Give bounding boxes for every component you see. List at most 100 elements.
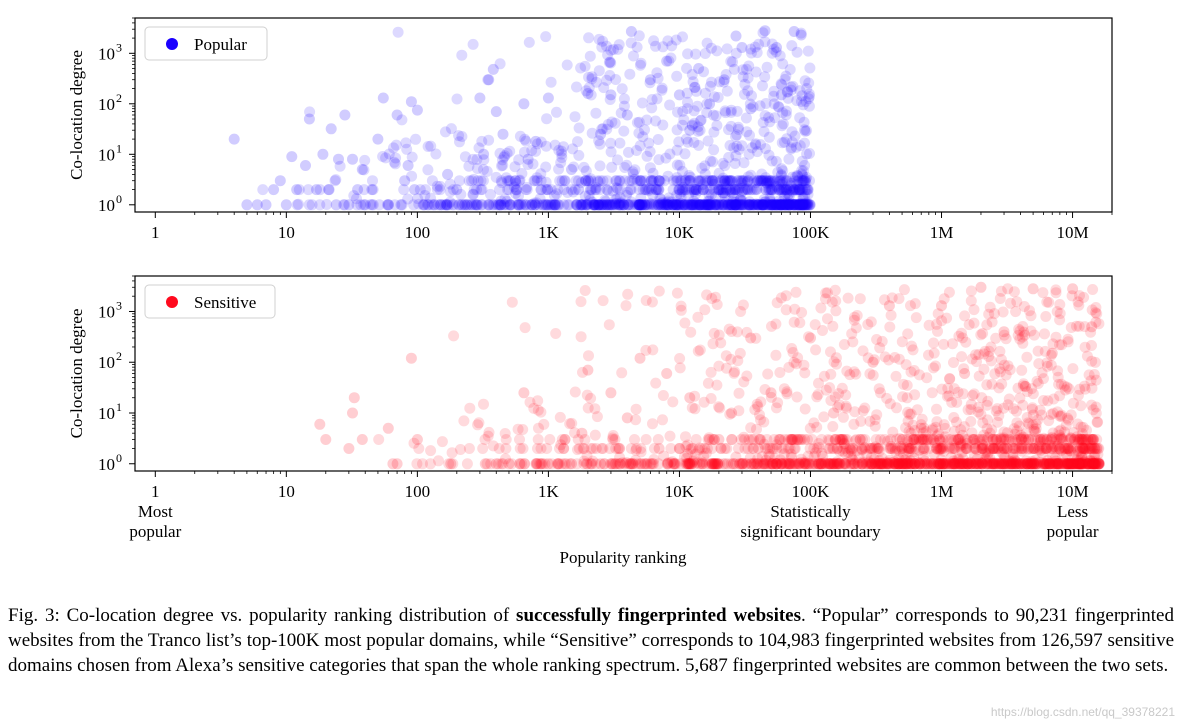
point [725, 184, 737, 196]
point [662, 199, 674, 211]
point [671, 199, 683, 211]
point [727, 199, 739, 211]
point [732, 199, 744, 211]
point [601, 123, 613, 135]
point [728, 192, 740, 204]
point [780, 70, 792, 82]
point [571, 81, 582, 93]
point [540, 31, 552, 43]
point [675, 175, 687, 187]
point [569, 184, 581, 196]
point [558, 184, 570, 196]
point [476, 135, 488, 147]
point [431, 184, 443, 196]
point [408, 199, 420, 211]
point [708, 91, 720, 103]
point [802, 198, 814, 210]
point [795, 199, 807, 211]
point [511, 199, 523, 211]
x-tick-label: 100K [792, 482, 831, 501]
point [455, 188, 467, 200]
point [755, 175, 767, 187]
point [498, 151, 510, 163]
point [967, 434, 979, 445]
point [577, 199, 589, 211]
point [683, 184, 695, 196]
point [729, 199, 741, 211]
point [678, 199, 690, 211]
point [640, 184, 652, 196]
point [692, 199, 704, 211]
point [696, 443, 708, 454]
point [792, 184, 804, 196]
point [585, 392, 597, 404]
point [727, 56, 738, 68]
point [688, 199, 700, 211]
point [865, 316, 877, 328]
point [786, 171, 798, 183]
point [561, 59, 573, 71]
point [586, 73, 598, 85]
point [766, 199, 778, 211]
point [777, 165, 789, 177]
point [610, 193, 622, 205]
point [691, 199, 703, 211]
point [670, 34, 682, 46]
point [303, 199, 315, 211]
point [688, 105, 700, 117]
point [677, 31, 688, 43]
data-point [314, 418, 326, 430]
point [738, 199, 750, 211]
point [586, 184, 598, 196]
point [710, 199, 722, 211]
point [667, 184, 679, 196]
point [624, 199, 636, 211]
point [569, 386, 581, 398]
data-point [409, 184, 420, 196]
point [780, 199, 792, 211]
point [771, 199, 783, 211]
point [708, 178, 720, 190]
point [1025, 310, 1037, 322]
point [761, 175, 773, 187]
point [799, 458, 811, 470]
point [788, 199, 800, 211]
point [601, 74, 613, 86]
y-axis-label: Co-location degree [67, 50, 86, 180]
data-point [988, 443, 1000, 454]
point [665, 52, 677, 64]
point [744, 199, 756, 211]
point [661, 197, 673, 208]
point [735, 199, 747, 211]
point [417, 199, 429, 211]
point [690, 184, 702, 196]
point [723, 124, 734, 136]
point [613, 199, 625, 211]
point [794, 199, 805, 211]
data-point [667, 458, 679, 470]
point [782, 199, 794, 211]
point [884, 321, 896, 333]
point [721, 199, 733, 211]
point [864, 415, 876, 427]
point [636, 199, 648, 211]
point [801, 125, 813, 137]
point [794, 317, 806, 329]
point [702, 199, 714, 211]
point [842, 292, 854, 304]
point [629, 164, 641, 176]
point [558, 199, 570, 211]
point [846, 328, 858, 340]
point [562, 187, 574, 198]
point [583, 82, 595, 93]
point [797, 165, 809, 177]
point [701, 98, 713, 110]
point [302, 184, 314, 196]
point [739, 78, 751, 90]
point [351, 199, 363, 211]
point [575, 331, 587, 343]
point [513, 175, 525, 187]
point [735, 434, 747, 445]
point [1087, 404, 1099, 416]
point [670, 199, 682, 211]
